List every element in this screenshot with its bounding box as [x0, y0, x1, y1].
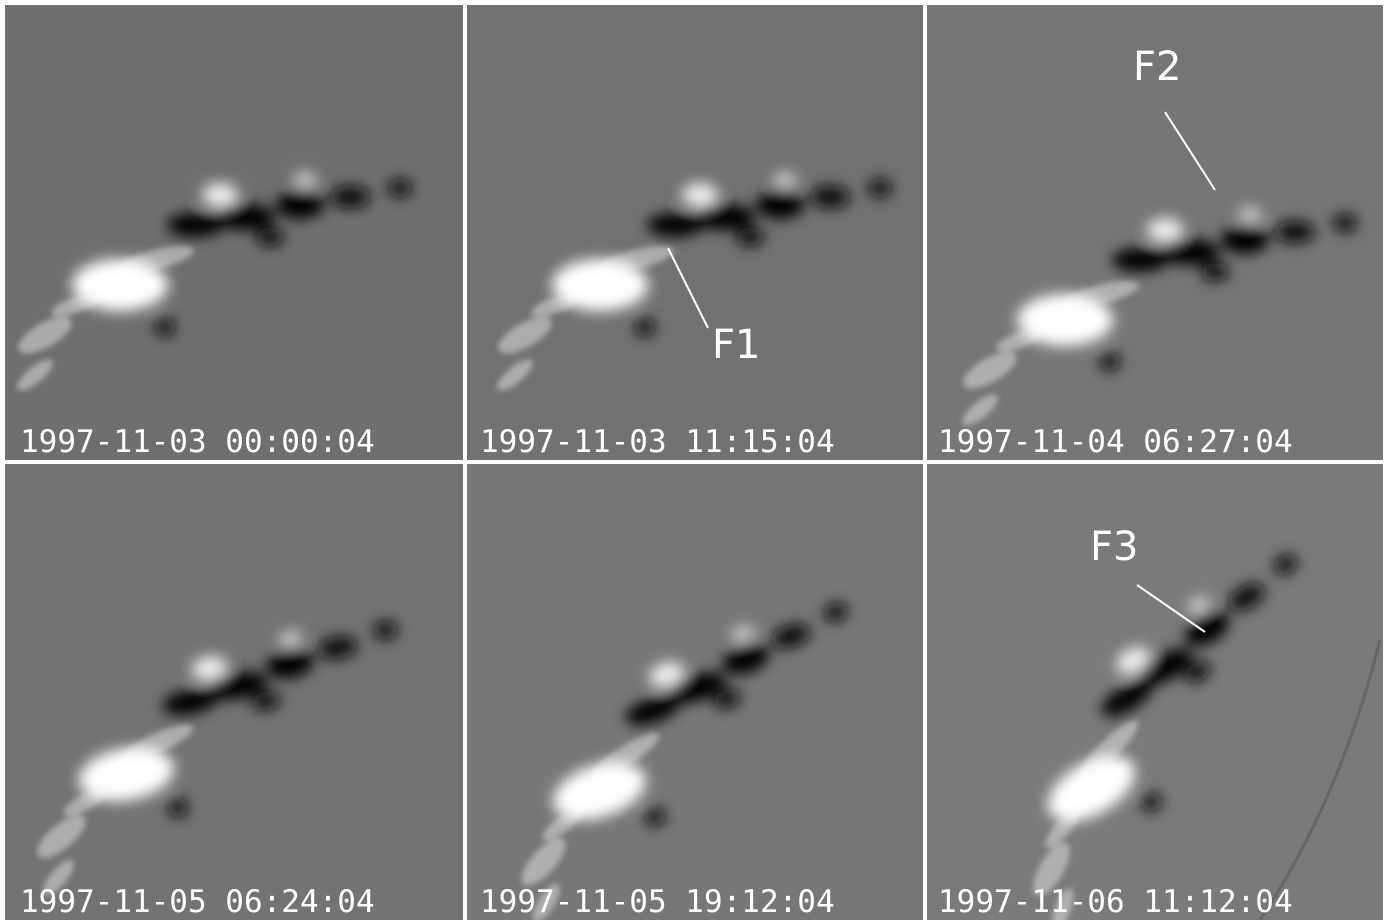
panel: F2 1997-11-04 06:27:04 — [927, 5, 1383, 460]
timestamp: 1997-11-03 00:00:04 — [20, 424, 375, 460]
limb — [1258, 639, 1382, 920]
panel-bg — [927, 464, 1383, 920]
annotation: F3 — [1090, 524, 1138, 570]
timestamp: 1997-11-05 06:24:04 — [20, 884, 375, 920]
panel: 1997-11-03 00:00:04 — [5, 5, 463, 460]
timestamp: 1997-11-04 06:27:04 — [938, 424, 1293, 460]
annotation: F2 — [1133, 44, 1181, 90]
panel: F3 1997-11-06 11:12:04 — [927, 464, 1383, 920]
timestamp: 1997-11-06 11:12:04 — [938, 884, 1293, 920]
panel: F1 1997-11-03 11:15:04 — [467, 5, 923, 460]
timestamp: 1997-11-05 19:12:04 — [480, 884, 835, 920]
annotation: F1 — [712, 322, 760, 368]
annotation-line — [1164, 111, 1216, 191]
timestamp: 1997-11-03 11:15:04 — [480, 424, 835, 460]
panel: 1997-11-05 19:12:04 — [467, 464, 923, 920]
panel: 1997-11-05 06:24:04 — [5, 464, 463, 920]
panel-bg — [5, 5, 463, 460]
annotation-line — [1136, 584, 1206, 633]
annotation-line — [667, 247, 709, 329]
